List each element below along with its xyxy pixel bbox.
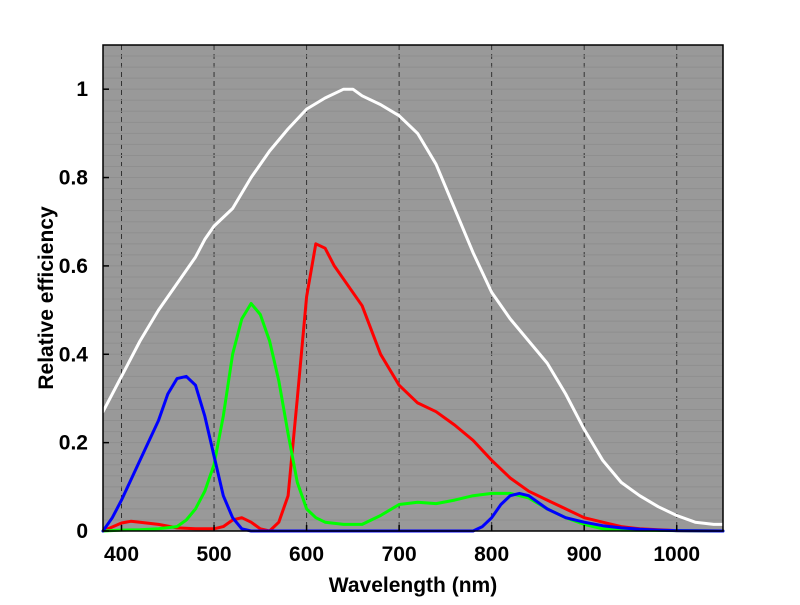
- y-tick-label: 0.6: [59, 255, 88, 278]
- y-tick-label: 0: [76, 520, 88, 543]
- x-tick-label: 700: [382, 543, 417, 566]
- x-tick-label: 900: [567, 543, 602, 566]
- series-line-red-curve: [101, 242, 725, 533]
- y-tick-label: 0.8: [59, 167, 89, 190]
- x-tick-label: 400: [104, 543, 139, 566]
- y-axis-label: Relative efficiency: [35, 206, 58, 390]
- y-tick-label: 1: [76, 78, 88, 101]
- plot-frame: [102, 44, 724, 532]
- tick-layer: 400 500 600 700 800 900 1000 0 0.2 0.4 0.6 0.8 1: [59, 78, 700, 566]
- series-line-green-curve: [101, 302, 725, 533]
- y-tick-label: 0.2: [59, 432, 88, 455]
- x-tick-label: 600: [289, 543, 324, 566]
- x-axis-label: Wavelength (nm): [329, 574, 497, 597]
- x-tick-label: 500: [197, 543, 232, 566]
- series-line-white-curve: [101, 87, 725, 526]
- grid-layer: [103, 45, 723, 531]
- x-tick-label: 800: [474, 543, 509, 566]
- y-tick-label: 0.4: [59, 343, 89, 366]
- x-tick-label: 1000: [653, 543, 700, 566]
